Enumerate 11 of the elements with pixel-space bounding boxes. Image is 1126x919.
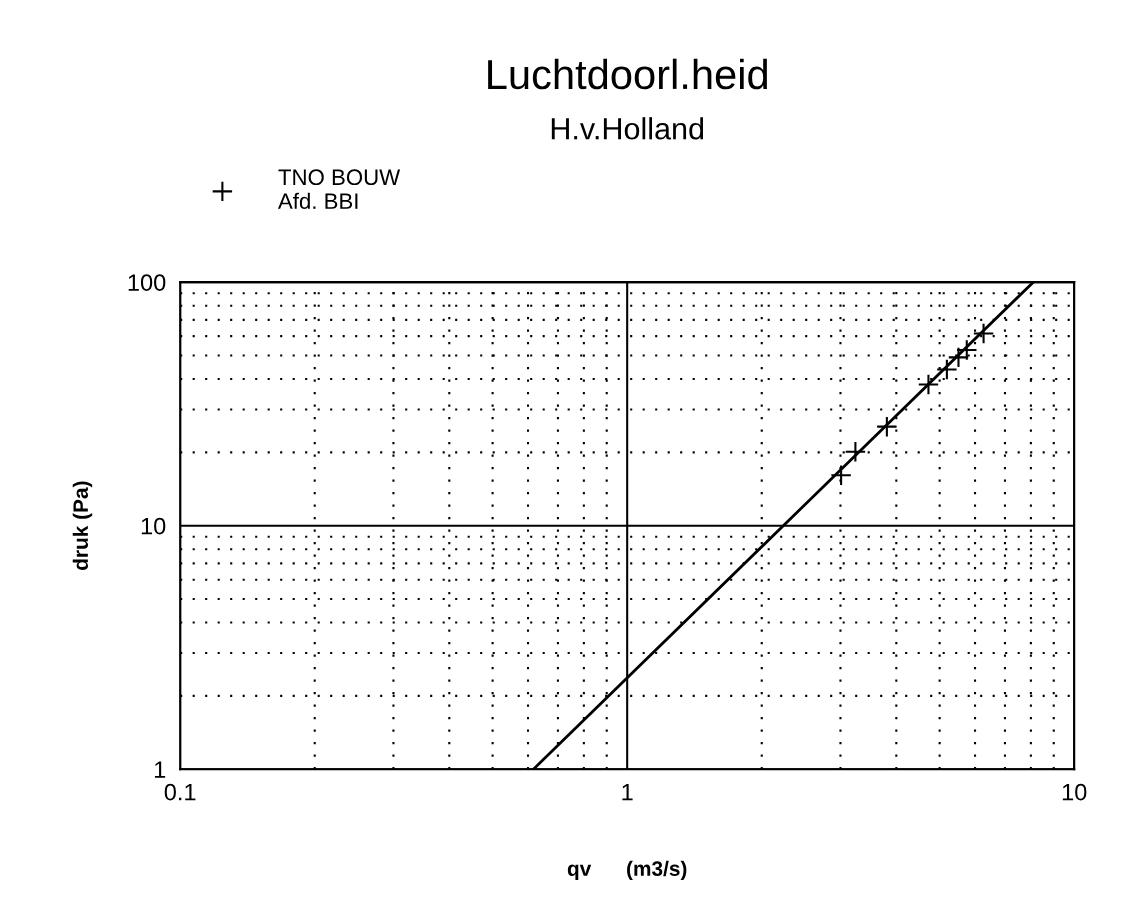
x-tick-label: 0.1 — [164, 783, 196, 801]
chart-subtitle: H.v.Holland — [551, 117, 704, 140]
chart-title: Luchtdoorl.heid — [488, 58, 767, 90]
legend-label: TNO BOUW Afd. BBI — [277, 169, 401, 210]
y-tick-label: 10 — [141, 517, 166, 535]
x-tick-label: 1 — [622, 783, 633, 801]
y-tick-label: 1 — [154, 761, 166, 778]
y-axis-title: druk (Pa) — [72, 481, 93, 570]
x-tick-label: 10 — [1062, 783, 1087, 801]
x-axis-title: qv (m3/s) — [567, 860, 687, 881]
y-tick-label: 100 — [128, 274, 166, 291]
